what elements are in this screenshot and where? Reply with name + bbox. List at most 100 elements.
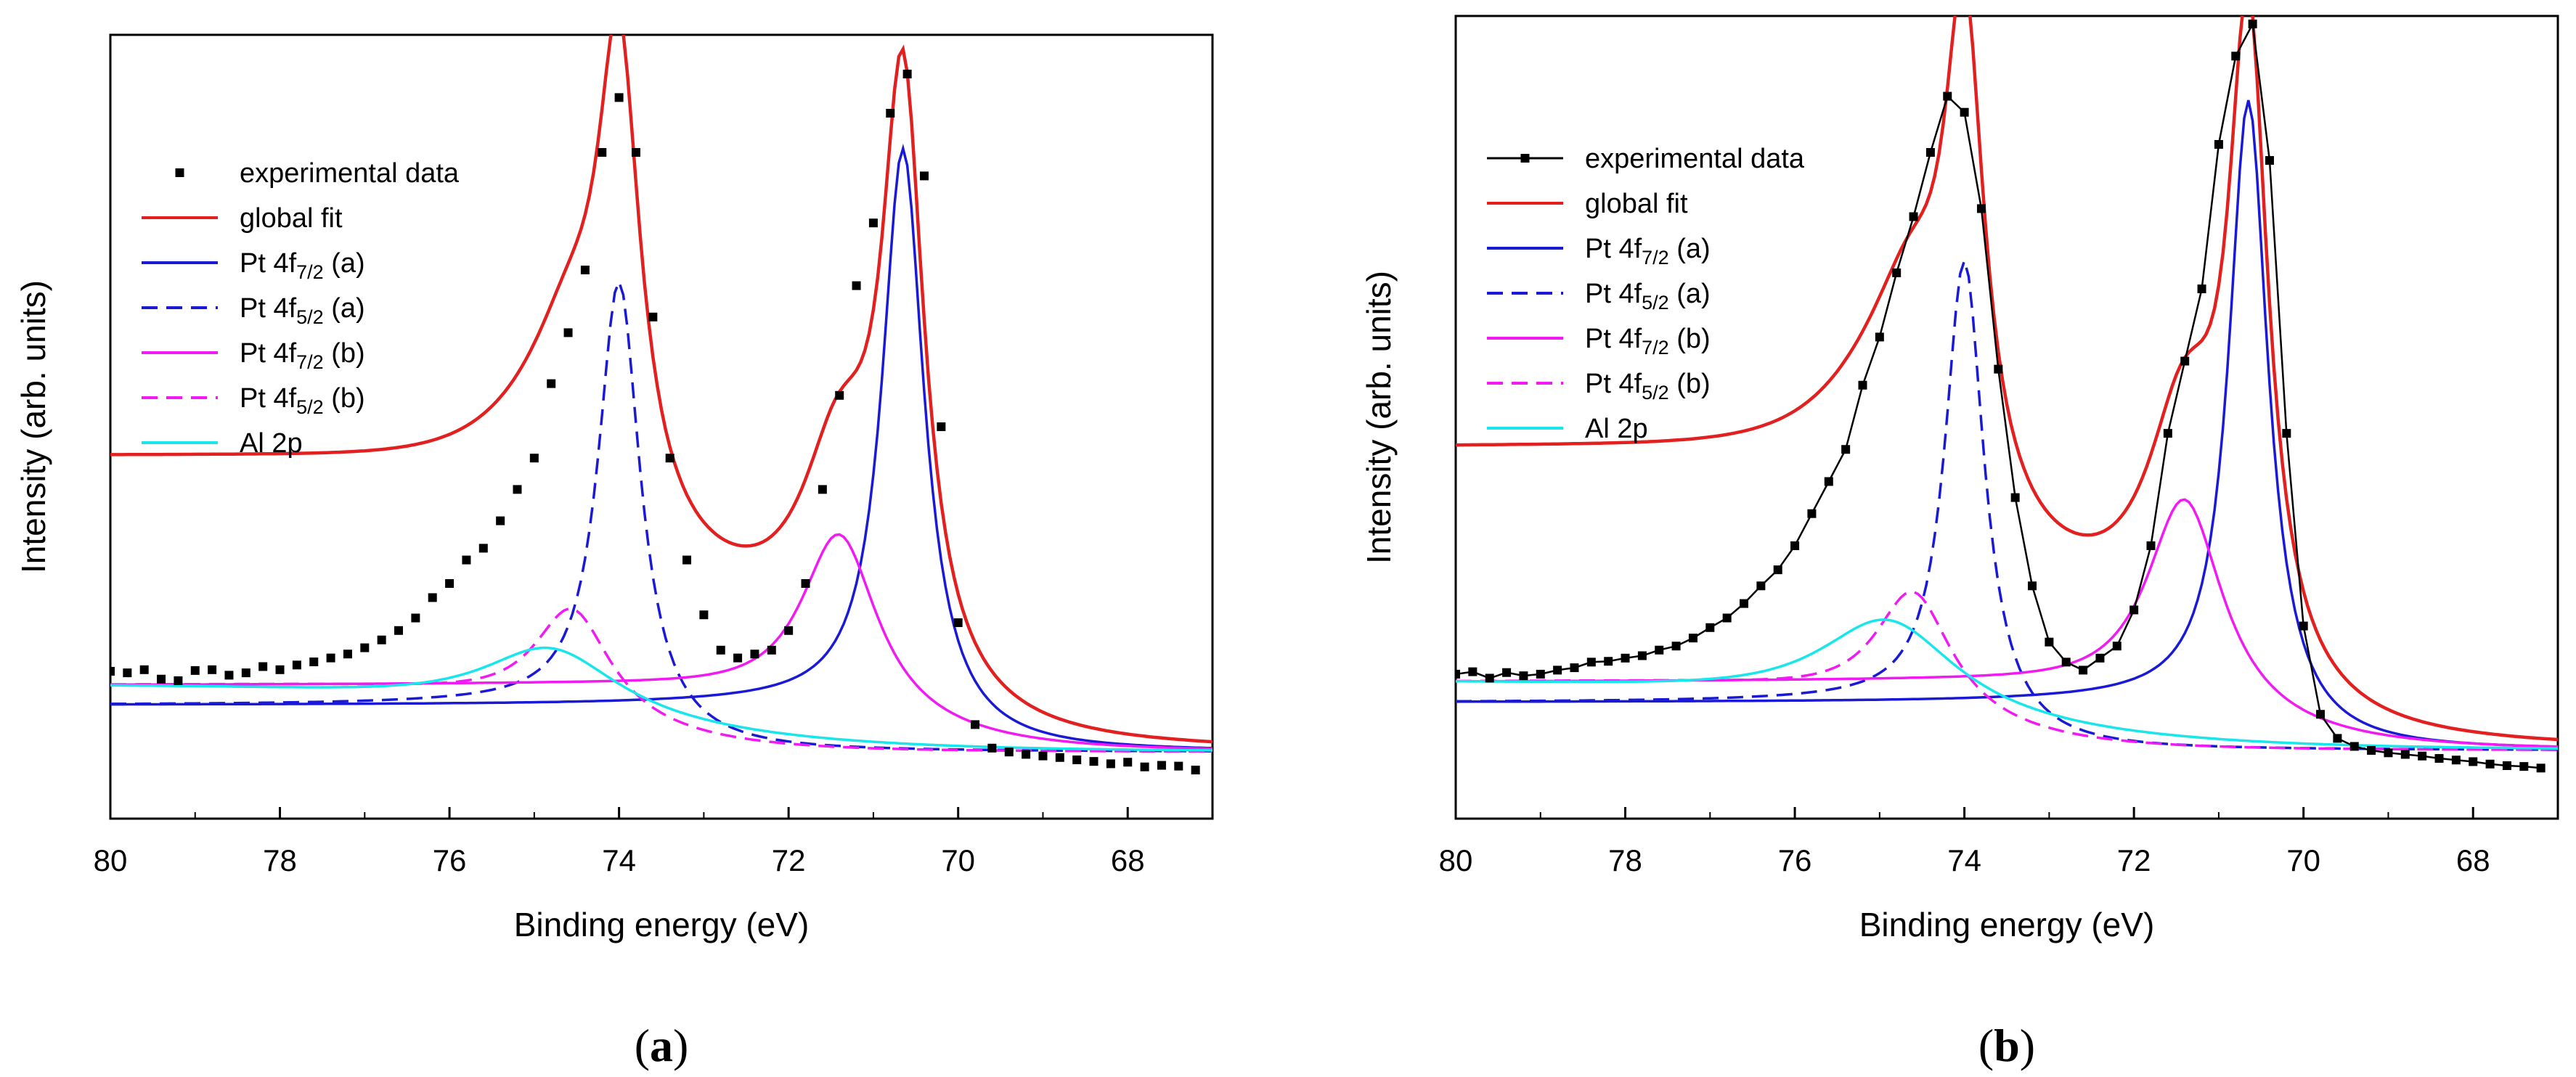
data-point: [1841, 445, 1851, 454]
data-point: [1655, 645, 1664, 655]
data-point: [699, 610, 709, 620]
data-point: [174, 676, 183, 685]
legend-label: Pt 4f5/2 (a): [240, 293, 365, 328]
data-point: [1536, 669, 1545, 679]
data-point: [2197, 284, 2206, 294]
x-tick-label: 80: [94, 843, 128, 877]
legend-label: Al 2p: [1585, 414, 1648, 444]
x-tick-label: 78: [263, 843, 297, 877]
data-point: [1637, 651, 1647, 660]
data-point: [919, 171, 929, 181]
x-tick-label: 74: [1947, 843, 1981, 877]
data-point: [326, 653, 335, 663]
data-point: [1055, 753, 1064, 762]
y-axis-label: Intensity (arb. units): [15, 280, 52, 573]
data-point: [835, 390, 844, 400]
data-point: [2333, 734, 2342, 743]
data-point: [937, 422, 946, 431]
legend-label: global fit: [1585, 189, 1688, 219]
data-point: [1994, 364, 2003, 374]
data-point: [716, 645, 725, 655]
data-point: [801, 579, 810, 588]
data-point: [513, 485, 522, 494]
data-point: [241, 668, 250, 678]
data-point: [1875, 332, 1884, 342]
data-point: [2163, 429, 2172, 438]
x-tick-label: 68: [2456, 843, 2490, 877]
data-point: [529, 454, 539, 463]
data-point: [2434, 754, 2444, 763]
data-point: [1553, 666, 1562, 675]
data-point: [1722, 613, 1732, 623]
data-point: [953, 618, 963, 627]
data-point: [258, 662, 268, 671]
data-point: [2231, 52, 2241, 61]
chart-panel-a: 80 78 76 74 72 70 68 Binding energy (eV) Intensi…: [15, 33, 1214, 1071]
data-point: [2519, 762, 2529, 771]
series-line-pt-4f7-2-a-: [1456, 99, 2558, 748]
data-point: [971, 720, 980, 729]
data-point: [1038, 751, 1048, 761]
data-point: [1004, 748, 1014, 757]
data-point: [1502, 668, 1512, 677]
data-point: [2180, 356, 2190, 366]
x-tick-label: 70: [941, 843, 975, 877]
data-point: [394, 626, 404, 635]
legend-label: experimental data: [240, 158, 460, 189]
data-point: [2485, 759, 2495, 769]
data-point: [2367, 745, 2376, 755]
data-point: [886, 109, 895, 118]
data-point: [902, 70, 912, 78]
data-point: [428, 593, 437, 602]
data-point: [547, 379, 556, 388]
data-point: [2349, 742, 2359, 751]
data-point: [208, 665, 217, 674]
series-line-pt-4f7-2-a-: [110, 143, 1212, 750]
legend-label: Pt 4f7/2 (b): [1585, 324, 1711, 359]
data-point: [1140, 762, 1149, 771]
data-point: [1157, 761, 1166, 770]
legend-marker: [1520, 154, 1530, 163]
series-line-al-2p: [110, 646, 1212, 752]
data-point: [1858, 380, 1867, 390]
data-point: [2146, 541, 2156, 550]
data-point: [1072, 755, 1082, 764]
data-point: [733, 653, 743, 663]
y-axis-label: Intensity (arb. units): [1360, 271, 1398, 564]
series-line-pt-4f5-2-b-: [1456, 590, 2558, 751]
data-point: [868, 218, 878, 228]
data-point: [2129, 605, 2139, 615]
data-point: [648, 312, 658, 322]
data-point: [818, 485, 827, 494]
data-point: [682, 555, 692, 565]
series-line-global-fit: [110, 35, 1212, 744]
data-point: [2112, 642, 2121, 651]
data-point: [2010, 493, 2020, 502]
x-tick-label: 72: [2117, 843, 2151, 877]
data-point: [1740, 599, 1749, 608]
legend-label: Pt 4f5/2 (b): [240, 383, 365, 418]
data-point: [767, 645, 776, 655]
panel-caption: (a): [635, 1020, 689, 1071]
data-point: [1705, 623, 1715, 632]
data-point: [1586, 658, 1596, 667]
data-point: [1756, 581, 1766, 591]
data-point: [1456, 669, 1460, 679]
data-point: [784, 626, 794, 635]
data-point: [1807, 509, 1817, 518]
legend: experimental data global fit Pt 4f7/2 (a) P…: [142, 158, 460, 459]
data-point: [1604, 657, 1613, 666]
data-point: [157, 674, 166, 684]
data-point: [1671, 642, 1681, 651]
data-point: [1925, 148, 1935, 157]
data-point: [1123, 758, 1133, 767]
data-point: [478, 544, 488, 553]
data-point: [2469, 757, 2478, 766]
data-point: [563, 328, 573, 337]
series-line-pt-4f7-2-b-: [110, 533, 1212, 750]
data-point: [1790, 541, 1800, 550]
plot-frame: [1454, 15, 2559, 820]
data-point: [2536, 763, 2546, 773]
legend-marker: [175, 168, 184, 177]
data-point: [123, 668, 132, 678]
